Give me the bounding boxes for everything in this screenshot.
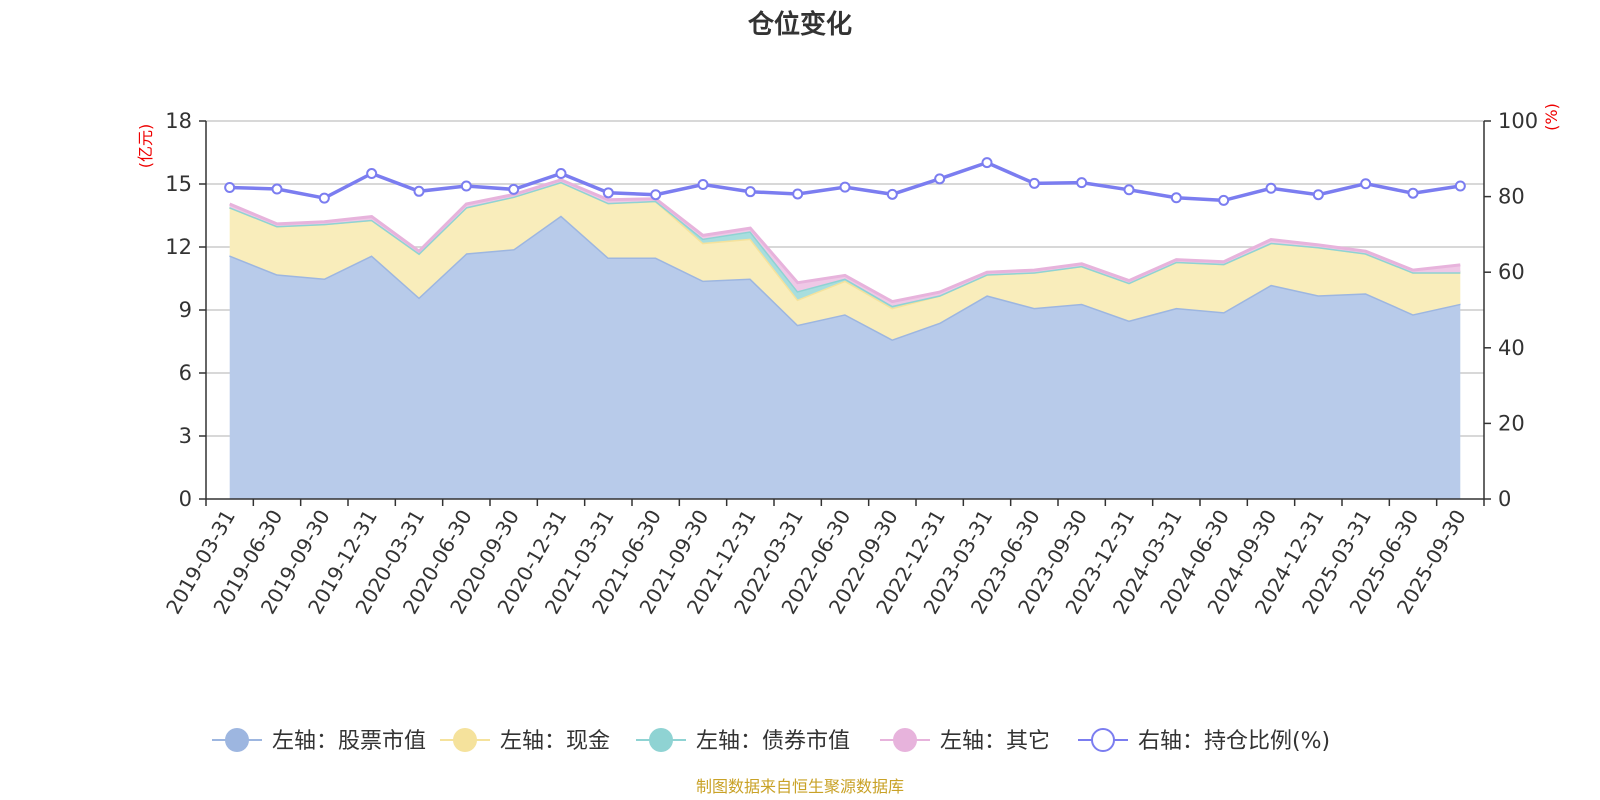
legend-marker xyxy=(893,728,917,752)
legend-item[interactable]: 左轴：其它 xyxy=(880,728,1050,754)
left-tick-label: 18 xyxy=(165,109,192,133)
right-tick-label: 60 xyxy=(1498,260,1525,284)
left-tick-label: 15 xyxy=(165,172,192,196)
legend-marker xyxy=(225,728,249,752)
stacked-areas xyxy=(229,178,1461,499)
legend-item[interactable]: 左轴：债券市值 xyxy=(636,728,850,754)
legend-marker xyxy=(649,728,673,752)
area-2 xyxy=(229,181,1461,340)
ratio-point[interactable] xyxy=(981,157,993,169)
ratio-point[interactable] xyxy=(1407,187,1419,199)
ratio-point[interactable] xyxy=(697,179,709,191)
left-tick-label: 0 xyxy=(179,487,192,511)
legend-marker xyxy=(1091,728,1115,752)
right-axis-ticks: 0 20 40 60 80 100 xyxy=(1484,109,1538,511)
ratio-point[interactable] xyxy=(934,173,946,185)
ratio-point[interactable] xyxy=(792,188,804,200)
left-tick-label: 3 xyxy=(179,424,192,448)
ratio-point[interactable] xyxy=(650,189,662,201)
ratio-point[interactable] xyxy=(460,180,472,192)
ratio-point[interactable] xyxy=(744,186,756,198)
ratio-point[interactable] xyxy=(1123,184,1135,196)
left-tick-label: 12 xyxy=(165,235,192,259)
x-axis-ticks: 2019-03-312019-06-302019-09-302019-12-31… xyxy=(161,499,1485,618)
right-tick-label: 20 xyxy=(1498,411,1525,435)
ratio-point[interactable] xyxy=(1170,192,1182,204)
holding-ratio-line xyxy=(224,157,1466,206)
ratio-point[interactable] xyxy=(1265,182,1277,194)
ratio-point[interactable] xyxy=(271,183,283,195)
right-tick-label: 100 xyxy=(1498,109,1538,133)
legend-item[interactable]: 左轴：现金 xyxy=(440,728,610,754)
right-tick-label: 0 xyxy=(1498,487,1511,511)
ratio-point[interactable] xyxy=(1218,194,1230,206)
area-1 xyxy=(229,215,1461,499)
ratio-point[interactable] xyxy=(318,192,330,204)
left-tick-label: 9 xyxy=(179,298,192,322)
ratio-point[interactable] xyxy=(1028,177,1040,189)
ratio-point[interactable] xyxy=(886,188,898,200)
legend-label: 左轴：债券市值 xyxy=(696,729,850,754)
ratio-point[interactable] xyxy=(1312,189,1324,201)
left-axis-ticks: 0 3 6 9 12 15 18 xyxy=(165,109,206,511)
legend: 左轴：股票市值 左轴：现金 左轴：债券市值 左轴：其它 右轴：持仓比例(%) xyxy=(212,728,1330,754)
ratio-point[interactable] xyxy=(224,182,236,194)
left-axis-unit: (亿元) xyxy=(136,124,155,169)
ratio-line-path xyxy=(229,160,1461,203)
legend-marker xyxy=(453,728,477,752)
area-edge-4 xyxy=(229,178,1461,304)
ratio-point[interactable] xyxy=(366,168,378,180)
ratio-point[interactable] xyxy=(555,168,567,180)
source-note: 制图数据来自恒生聚源数据库 xyxy=(696,777,904,796)
right-tick-label: 80 xyxy=(1498,185,1525,209)
ratio-point[interactable] xyxy=(508,183,520,195)
legend-label: 左轴：股票市值 xyxy=(272,729,426,754)
legend-item[interactable]: 左轴：股票市值 xyxy=(212,728,426,754)
ratio-point[interactable] xyxy=(839,181,851,193)
ratio-point[interactable] xyxy=(1454,180,1466,192)
legend-label: 左轴：其它 xyxy=(940,729,1050,754)
right-axis-unit: (%) xyxy=(1542,103,1561,131)
legend-label: 右轴：持仓比例(%) xyxy=(1138,729,1330,754)
ratio-point[interactable] xyxy=(1360,178,1372,190)
legend-item[interactable]: 右轴：持仓比例(%) xyxy=(1078,728,1330,754)
ratio-point[interactable] xyxy=(602,187,614,199)
right-tick-label: 40 xyxy=(1498,336,1525,360)
chart-title: 仓位变化 xyxy=(747,9,852,40)
legend-label: 左轴：现金 xyxy=(500,729,610,754)
ratio-point[interactable] xyxy=(413,185,425,197)
ratio-point[interactable] xyxy=(1076,177,1088,189)
left-tick-label: 6 xyxy=(179,361,192,385)
